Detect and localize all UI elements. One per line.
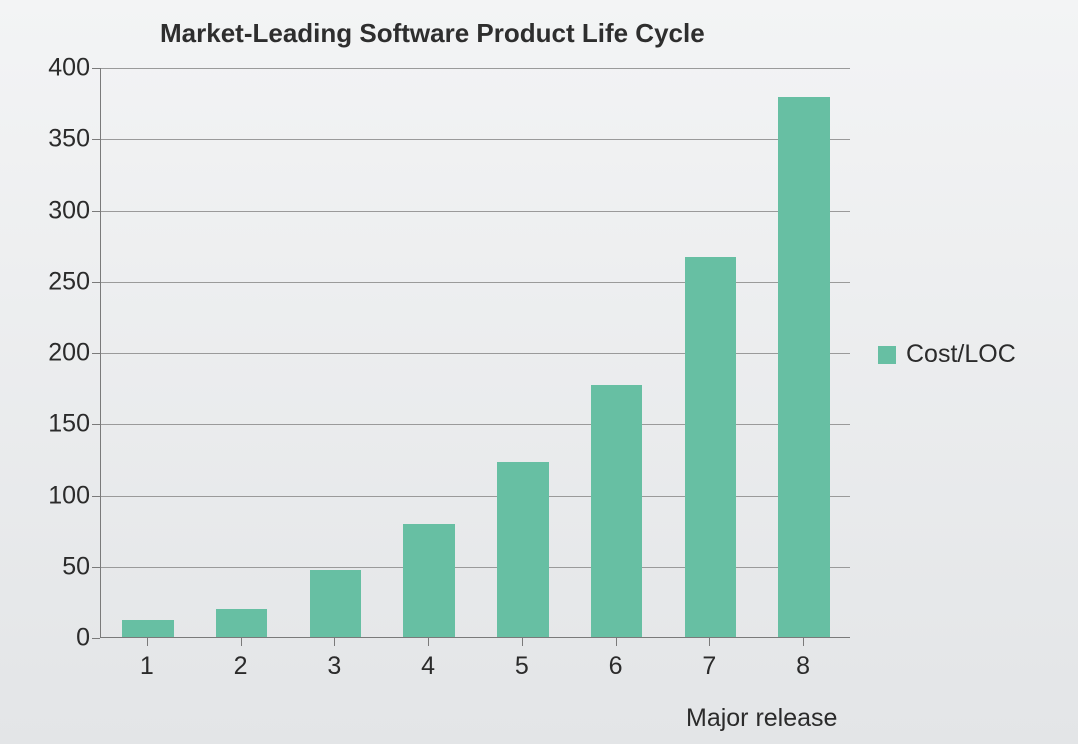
legend-swatch [878,346,896,364]
bar [403,524,455,637]
ytick-label: 300 [48,196,90,225]
xtick-label: 8 [796,652,810,681]
xtick-label: 7 [702,652,716,681]
bar [216,609,268,638]
xtick-label: 1 [140,652,154,681]
ytick-mark [92,282,100,283]
gridline [101,211,850,212]
ytick-mark [92,567,100,568]
bar [778,97,830,637]
legend: Cost/LOC [878,340,1016,369]
ytick-label: 100 [48,481,90,510]
ytick-label: 400 [48,54,90,83]
bar [310,570,362,637]
x-axis-label: Major release [686,704,837,733]
ytick-label: 250 [48,267,90,296]
xtick-label: 4 [421,652,435,681]
xtick-label: 2 [234,652,248,681]
xtick-label: 5 [515,652,529,681]
ytick-mark [92,139,100,140]
bar [591,385,643,637]
gridline [101,567,850,568]
chart-title: Market-Leading Software Product Life Cyc… [160,18,705,49]
ytick-label: 0 [76,624,90,653]
xtick-mark [428,638,429,646]
ytick-mark [92,211,100,212]
xtick-mark [616,638,617,646]
ytick-label: 150 [48,410,90,439]
gridline [101,282,850,283]
legend-label: Cost/LOC [906,340,1016,369]
gridline [101,139,850,140]
gridline [101,496,850,497]
ytick-label: 200 [48,339,90,368]
ytick-label: 350 [48,125,90,154]
xtick-label: 3 [327,652,341,681]
xtick-mark [241,638,242,646]
gridline [101,68,850,69]
plot-area [100,68,850,638]
xtick-mark [147,638,148,646]
ytick-mark [92,496,100,497]
xtick-mark [803,638,804,646]
ytick-mark [92,638,100,639]
ytick-mark [92,68,100,69]
xtick-mark [709,638,710,646]
xtick-mark [522,638,523,646]
bar [497,462,549,637]
ytick-mark [92,424,100,425]
gridline [101,353,850,354]
bar [122,620,174,637]
ytick-label: 50 [62,552,90,581]
bar [685,257,737,637]
chart-canvas: Market-Leading Software Product Life Cyc… [0,0,1078,744]
xtick-mark [334,638,335,646]
ytick-mark [92,353,100,354]
xtick-label: 6 [609,652,623,681]
gridline [101,424,850,425]
